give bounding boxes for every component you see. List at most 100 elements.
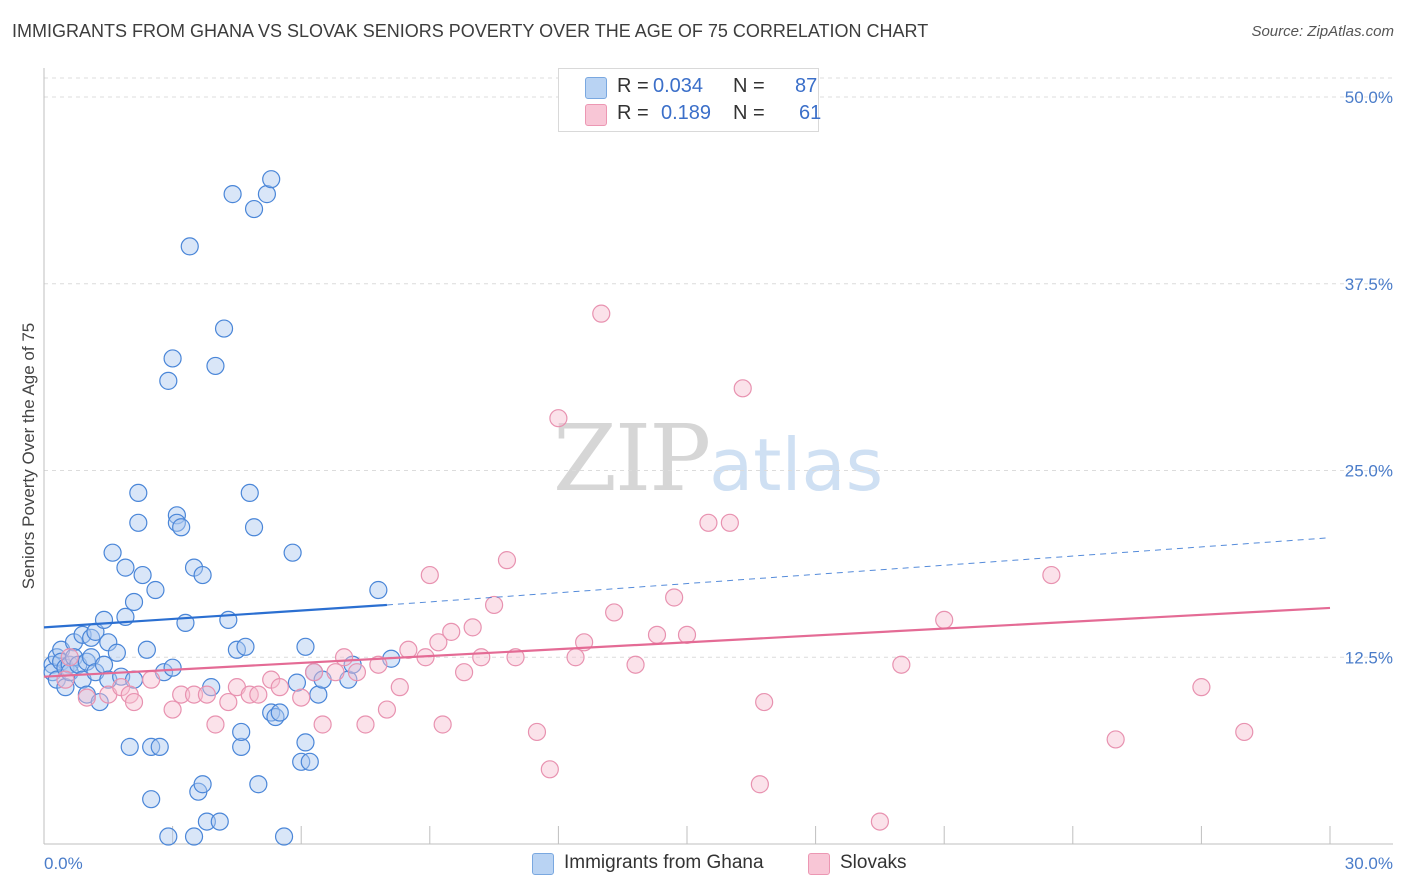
slovak-point	[892, 655, 911, 674]
slovak-point	[304, 663, 324, 682]
slovak-point	[420, 565, 439, 585]
legend-n-label: N =	[733, 102, 765, 124]
labels-layer: 12.5% 25.0% 37.5% 50.0% 0.0% 30.0% Seniors Pov…	[19, 88, 1393, 873]
ghana-point	[103, 543, 122, 562]
slovak-point	[755, 692, 774, 712]
ghana-point	[244, 518, 264, 537]
slovak-point	[592, 304, 611, 323]
slovak-point	[540, 760, 559, 779]
slovak-point	[163, 700, 182, 719]
slovak-point	[485, 595, 504, 615]
bottom-legend-swatch-slovaks	[808, 853, 830, 875]
ghana-point	[232, 737, 251, 756]
slovak-point	[369, 655, 388, 674]
y-tick-label: 37.5%	[1345, 275, 1393, 294]
slovak-point	[184, 685, 204, 704]
ghana-point	[206, 356, 225, 376]
slovak-point	[549, 409, 568, 428]
slovak-point	[677, 625, 697, 644]
ghana-point	[197, 812, 216, 831]
ghana-point	[159, 827, 178, 846]
zipatlas-watermark: ZIPatlas	[553, 405, 883, 512]
ghana-point	[262, 170, 281, 189]
slovak-point	[1235, 722, 1254, 742]
slovak-point	[454, 663, 474, 682]
legend-n-value-slovaks: 61	[799, 102, 822, 124]
ghana-point	[210, 812, 229, 831]
ghana-point	[296, 637, 315, 656]
slovak-point	[292, 688, 311, 707]
ghana-point	[167, 506, 186, 525]
ghana-point	[287, 673, 307, 692]
ghana-point	[283, 543, 302, 562]
slovak-point	[197, 685, 216, 704]
legend-r-value-slovaks: 0.189	[661, 102, 712, 124]
slovak-point	[733, 379, 752, 398]
legend-swatch-slovaks	[585, 104, 607, 126]
slovak-point	[390, 678, 409, 697]
slovak-point	[720, 513, 739, 532]
ghana-point	[107, 643, 126, 662]
ghana-point	[270, 703, 289, 722]
ghana-trend-line	[43, 603, 388, 629]
ghana-point	[193, 775, 212, 794]
ghana-point	[232, 722, 251, 742]
ghana-point	[214, 319, 234, 338]
ghana-trend-extension	[386, 537, 1331, 606]
ghana-point	[236, 637, 255, 656]
ghana-point	[163, 349, 182, 368]
x-tick-label: 30.0%	[1345, 854, 1393, 873]
slovak-point	[249, 685, 268, 704]
correlation-legend: R = 0.034 N = 87 R = 0.189 N = 61	[558, 68, 822, 132]
ghana-point	[129, 513, 148, 532]
slovak-point	[750, 775, 769, 794]
slovak-point	[665, 588, 684, 607]
slovak-point	[647, 625, 667, 644]
slovak-point	[1192, 678, 1211, 697]
slovak-point	[356, 715, 375, 734]
ghana-point	[56, 678, 75, 697]
ghana-point	[116, 558, 135, 577]
trend-layer	[43, 537, 1331, 678]
slovak-point	[506, 648, 525, 667]
ghana-point	[94, 610, 114, 630]
y-tick-label: 25.0%	[1345, 462, 1393, 481]
ghana-point	[240, 483, 259, 503]
ghana-point	[124, 592, 144, 612]
ghana-point	[274, 827, 294, 846]
slovak-point	[377, 700, 397, 719]
slovak-point	[442, 622, 461, 641]
ghana-point	[146, 580, 165, 600]
legend-n-label: N =	[733, 75, 765, 97]
y-axis-title: Seniors Poverty Over the Age of 75	[19, 323, 38, 589]
slovak-point	[605, 603, 624, 622]
ghana-point	[133, 565, 152, 585]
slovak-point	[1042, 565, 1061, 585]
watermark-zip: ZIP	[553, 405, 711, 512]
slovak-point	[870, 812, 890, 831]
slovak-point	[472, 648, 491, 667]
ghana-point	[180, 237, 199, 256]
slovak-point	[699, 513, 718, 532]
grid-layer	[44, 77, 1393, 658]
bottom-legend-label-ghana: Immigrants from Ghana	[564, 852, 764, 873]
slovak-trend-line	[43, 606, 1331, 678]
slovak-point	[334, 648, 354, 667]
legend-r-value-ghana: 0.034	[653, 75, 704, 97]
ghana-point	[159, 371, 178, 390]
slovak-point	[497, 551, 517, 570]
ghana-point	[137, 640, 156, 659]
slovak-point	[219, 692, 238, 712]
ghana-point	[172, 518, 191, 537]
ghana-point	[300, 752, 319, 771]
ghana-point	[129, 483, 148, 503]
ghana-point	[150, 737, 169, 756]
slovak-point	[935, 610, 954, 630]
ghana-point	[94, 655, 114, 674]
ghana-point	[296, 733, 315, 752]
slovak-point	[527, 722, 547, 742]
ghana-point	[142, 790, 161, 809]
axes-layer	[43, 68, 1393, 845]
slovak-point	[142, 670, 161, 689]
